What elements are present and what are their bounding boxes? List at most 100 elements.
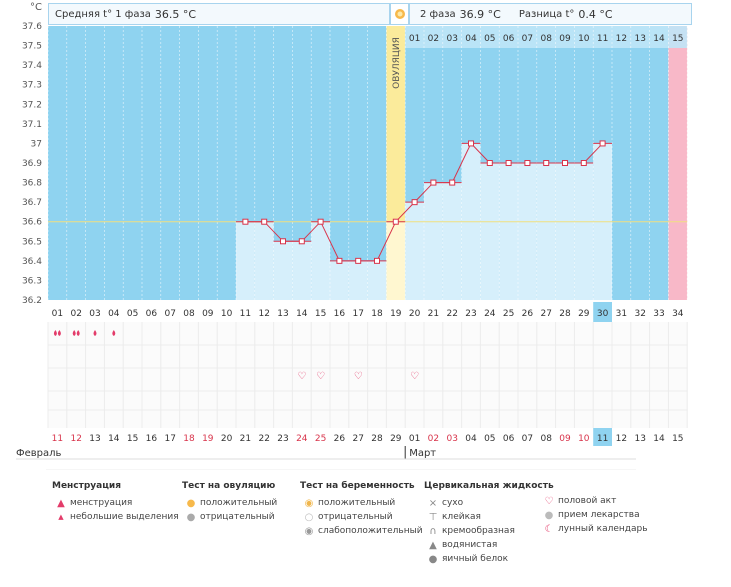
post-ovulation-day: 11 [597,34,608,44]
temperature-bar [236,221,255,300]
temperature-chart: 01 02 03 04 05 06 07 08 09 10 11 12 13 14 15 ОВУЛЯЦИЯ °C… [16,2,688,470]
y-tick-label: 36.7 [22,198,42,208]
circle-negative-icon: ● [186,511,196,523]
creamy-icon: ∩ [429,525,437,537]
post-ovulation-day: 07 [522,34,533,44]
phase1-value: 36.5 °C [154,7,197,21]
legend-item: отрицательный [200,512,275,522]
heart-icon: ♡ [410,371,419,382]
pregnancy-positive-icon: ◉ [304,497,314,509]
legend-item: слабоположительный [318,526,423,536]
y-tick-label: 37.3 [22,81,42,91]
y-tick-label: 37.2 [22,100,42,110]
calendar-date-label: 13 [89,434,100,444]
legend-item: менструация [70,498,133,508]
cycle-day-label: 25 [503,309,514,319]
calendar-date-label: 05 [484,434,495,444]
legend-item: яичный белок [442,554,509,564]
cycle-day-label: 01 [52,309,63,319]
menstruation-drop [72,330,76,336]
calendar-date-label: 09 [559,434,571,444]
post-ovulation-day: 10 [578,34,590,44]
cycle-day-label: 19 [390,309,402,319]
month-label-mar: Март [409,448,436,459]
temperature-point [317,218,324,225]
y-tick-label: 36.4 [22,257,42,267]
legend-cervical-title: Цервикальная жидкость [424,481,554,491]
post-ovulation-day: 01 [409,34,420,44]
legend-item: кремообразная [442,526,515,536]
temperature-bar [311,221,330,300]
calendar-date-label: 14 [108,434,120,444]
cycle-day-label: 28 [559,309,571,319]
y-tick-label: 36.9 [22,159,42,169]
y-tick-label: 37.1 [22,120,42,130]
menstruation-drop [53,330,57,336]
sun-positive-icon: ● [186,497,196,509]
cycle-day-label: 07 [164,309,175,319]
post-ovulation-day: 05 [484,34,495,44]
calendar-date-label: 16 [146,434,158,444]
cycle-day-label: 30 [597,309,609,319]
menstruation-drop [93,330,97,336]
temperature-bar [292,241,312,300]
calendar-date-label: 18 [183,434,195,444]
temperature-point [468,140,474,147]
calendar-date-label: 25 [315,434,326,444]
temperature-point [242,218,249,225]
legend-cervical: Цервикальная жидкость × сухо ⊤ клейкая ∩ кр… [424,481,554,566]
y-tick-label: 37.6 [22,22,42,32]
legend-pregnancy-title: Тест на беременность [300,481,415,491]
cycle-day-label: 02 [70,309,81,319]
calendar-date-label: 12 [616,434,627,444]
temperature-bar [518,163,537,300]
calendar-date-label: 10 [578,434,590,444]
cycle-day-label: 29 [578,309,590,319]
temperature-point [543,160,550,166]
cycle-day-label: 05 [127,309,138,319]
heart-icon: ♡ [316,371,325,382]
calendar-date-label: 11 [52,434,63,444]
cycle-day-label: 18 [371,309,383,319]
next-period-zone [668,26,688,300]
calendar-date-label: 02 [428,434,439,444]
cycle-day-label: 21 [428,309,439,319]
heart-icon: ♡ [544,495,554,507]
post-ovulation-day: 04 [465,34,477,44]
cycle-day-label: 11 [240,309,251,319]
post-ovulation-day: 12 [616,34,627,44]
temperature-bar [330,260,349,300]
y-tick-label: 36.3 [22,276,42,286]
calendar-date-label: 15 [127,434,138,444]
phase2-summary: 2 фаза 36.9 °C Разница t° 0.4 °C [409,3,692,25]
legend-menstruation: Менструация ▲ менструация ▲ небольшие выде… [52,481,179,524]
phase2-value: 36.9 °C [459,7,501,21]
unit-label: °C [30,2,42,13]
legend-item: небольшие выделения [70,512,179,522]
y-tick-label: 37.5 [22,42,42,52]
legend-ovulation-test: Тест на овуляцию ● положительный ● отрицат… [182,481,277,524]
temperature-bar [273,241,293,300]
moon-icon: ☾ [544,523,554,535]
calendar-date-label: 23 [277,434,288,444]
temperature-point [562,160,568,166]
legend-item: прием лекарства [558,510,640,520]
cycle-day-label: 16 [334,309,346,319]
temperature-bar [555,163,575,300]
calendar-date-label: 11 [597,434,608,444]
pregnancy-weak-icon: ◉ [304,525,314,537]
temperature-bar [480,163,500,300]
y-tick-label: 36.2 [22,296,42,306]
post-ovulation-day: 15 [672,34,683,44]
calendar-date-label: 17 [164,434,175,444]
post-ovulation-day: 13 [634,34,645,44]
calendar-date-label: 01 [409,434,420,444]
today-highlight [593,302,612,322]
phase2-label: 2 фаза [420,8,456,20]
temperature-point [355,257,362,264]
cycle-day-label: 22 [446,309,457,319]
y-tick-label: 36.6 [22,218,42,228]
heart-icon: ♡ [354,371,363,382]
phase1-summary: Средняя t° 1 фаза 36.5 °C [48,3,390,25]
